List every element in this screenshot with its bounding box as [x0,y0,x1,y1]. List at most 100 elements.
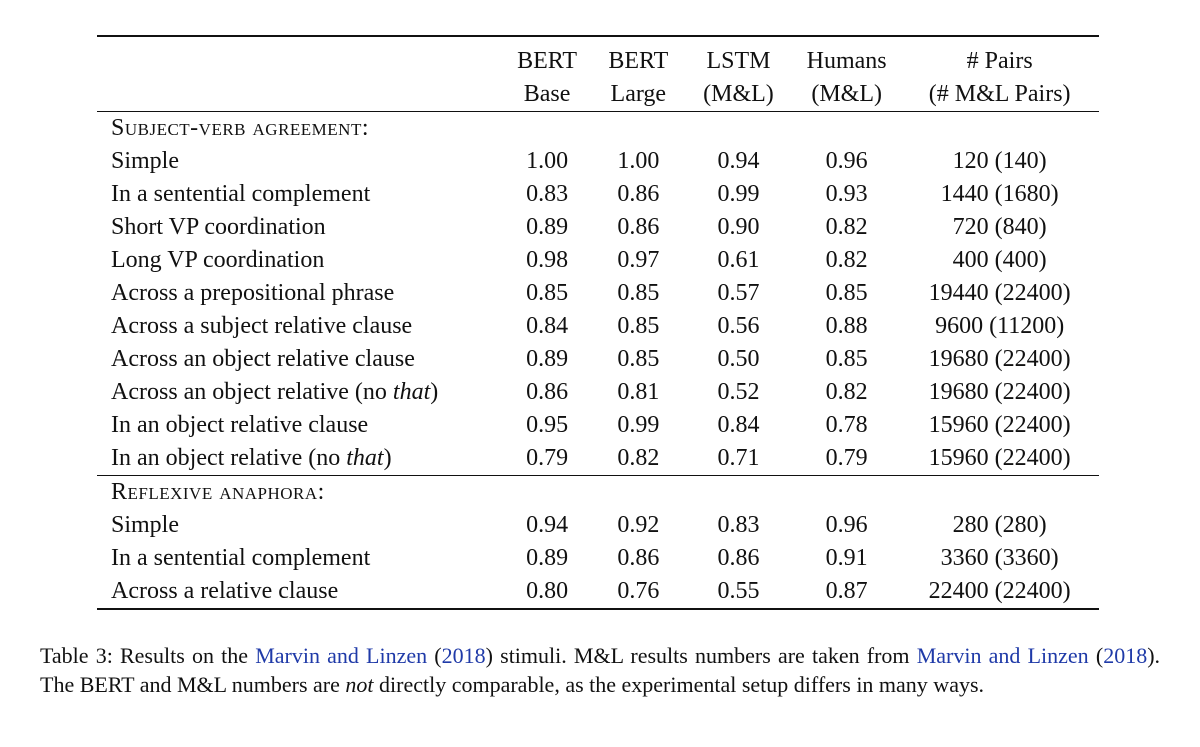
lstm-cell: 0.56 [717,313,760,339]
header-line: (M&L) [703,81,774,107]
lstm-cell: 0.94 [717,148,760,174]
lstm-cell: 0.50 [717,346,760,372]
bert-base-cell: 0.84 [526,313,569,339]
bert-large-cell: 0.82 [617,445,660,471]
results-table: BERT Base BERT Large LSTM (M&L) Humans (… [97,35,1099,610]
bert-large-cell: 0.76 [617,578,660,604]
row-label-text: In an object relative clause [111,412,369,438]
row-label-suffix: ) [383,445,392,471]
lstm-cell: 0.61 [717,247,760,273]
table-row: Across an object relative clause 0.89 0.85… [97,343,1099,376]
bert-large-cell: 0.99 [617,412,660,438]
row-label-text: Long VP coordination [111,247,325,273]
citation-link[interactable]: Marvin and Linzen [916,643,1089,668]
section-title-row: Subject-verb agreement: [97,111,1099,146]
citation-year-link[interactable]: 2018 [441,643,486,668]
bert-base-cell: 0.95 [526,412,569,438]
caption-text: ( [427,643,442,668]
humans-cell: 0.82 [825,247,868,273]
humans-cell: 0.91 [825,545,868,571]
row-label: In a sentential complement [97,542,501,575]
bert-large-cell: 0.86 [617,545,660,571]
bert-large-cell: 0.81 [617,379,660,405]
caption-text: Table 3: Results on the [40,643,256,668]
row-label-text: Across a prepositional phrase [111,280,395,306]
bert-base-cell: 0.89 [526,214,569,240]
row-label-text: Across a relative clause [111,578,339,604]
table-row: In an object relative (no that) 0.79 0.82 0… [97,442,1099,476]
lstm-cell: 0.99 [717,181,760,207]
table-header-row: BERT Base BERT Large LSTM (M&L) Humans (… [97,36,1099,112]
pairs-cell: 3360 (3360) [940,545,1059,571]
table-caption: Table 3: Results on the Marvin and Linze… [40,641,1160,699]
caption-text: directly comparable, as the experimental… [373,672,985,697]
bert-base-cell: 0.98 [526,247,569,273]
bert-base-cell: 0.83 [526,181,569,207]
bert-base-cell: 0.94 [526,512,569,538]
header-line: Base [523,81,571,107]
row-label: Across an object relative (no that) [97,376,501,409]
table-row: Across an object relative (no that) 0.86 0… [97,376,1099,409]
pairs-cell: 1440 (1680) [940,181,1059,207]
lstm-cell: 0.71 [717,445,760,471]
bert-large-cell: 0.92 [617,512,660,538]
header-line: LSTM [706,48,771,74]
bert-large-cell: 0.85 [617,280,660,306]
header-bert-large: BERT Large [593,36,684,112]
bert-base-cell: 0.85 [526,280,569,306]
humans-cell: 0.82 [825,214,868,240]
pairs-cell: 15960 (22400) [928,445,1071,471]
bert-large-cell: 0.85 [617,313,660,339]
row-label-italic: that [346,445,384,471]
table-row: Short VP coordination 0.89 0.86 0.90 0.82 720… [97,211,1099,244]
lstm-cell: 0.57 [717,280,760,306]
row-label-text: In an object relative (no [111,445,347,471]
row-label-text: Across an object relative (no [111,379,393,405]
header-line: # Pairs [966,48,1033,74]
section-title: Subject-verb agreement: [111,115,370,141]
lstm-cell: 0.90 [717,214,760,240]
lstm-cell: 0.52 [717,379,760,405]
table-row: Long VP coordination 0.98 0.97 0.61 0.82 400 … [97,244,1099,277]
pairs-cell: 400 (400) [952,247,1047,273]
table-body: Subject-verb agreement: Simple 1.00 1.00 0.9… [97,111,1099,609]
caption-text: ( [1088,643,1104,668]
pairs-cell: 9600 (11200) [935,313,1065,339]
humans-cell: 0.78 [825,412,868,438]
results-table-container: BERT Base BERT Large LSTM (M&L) Humans (… [97,35,1099,610]
pairs-cell: 19680 (22400) [928,346,1071,372]
header-pairs: # Pairs (# M&L Pairs) [900,36,1099,112]
citation-link[interactable]: Marvin and Linzen [255,643,428,668]
header-line: (M&L) [811,81,882,107]
bert-large-cell: 0.85 [617,346,660,372]
bert-large-cell: 1.00 [617,148,660,174]
humans-cell: 0.85 [825,280,868,306]
row-label: Across a relative clause [97,575,501,609]
pairs-cell: 280 (280) [952,512,1047,538]
header-line: BERT [608,48,669,74]
bert-large-cell: 0.97 [617,247,660,273]
table-row: Across a prepositional phrase 0.85 0.85 0.5… [97,277,1099,310]
humans-cell: 0.93 [825,181,868,207]
row-label: Across a subject relative clause [97,310,501,343]
humans-cell: 0.96 [825,512,868,538]
header-lstm: LSTM (M&L) [684,36,793,112]
table-row: Simple 0.94 0.92 0.83 0.96 280 (280) [97,509,1099,542]
humans-cell: 0.85 [825,346,868,372]
bert-large-cell: 0.86 [617,181,660,207]
table-row: In a sentential complement 0.83 0.86 0.99 0.… [97,178,1099,211]
row-label-text: In a sentential complement [111,181,371,207]
row-label-text: Simple [111,148,180,174]
row-label: Across an object relative clause [97,343,501,376]
pairs-cell: 19680 (22400) [928,379,1071,405]
citation-year-link[interactable]: 2018 [1103,643,1148,668]
row-label-text: Short VP coordination [111,214,326,240]
caption-emphasis: not [345,672,374,697]
caption-text: ). The BERT and M&L numbers are [40,643,1161,697]
bert-large-cell: 0.86 [617,214,660,240]
row-label: Short VP coordination [97,211,501,244]
row-label-italic: that [392,379,431,405]
section-title: Reflexive anaphora: [111,479,325,505]
row-label: In an object relative (no that) [97,442,501,476]
caption-text: ) stimuli. M&L results numbers are taken… [485,643,917,668]
